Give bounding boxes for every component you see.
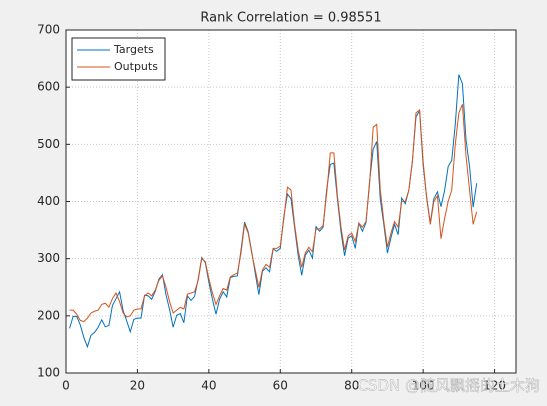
line-series <box>69 104 478 323</box>
x-tick-label: 40 <box>201 379 216 393</box>
x-tick-label: 80 <box>344 379 359 393</box>
y-tick-label: 400 <box>37 194 60 208</box>
chart-title: Rank Correlation = 0.98551 <box>200 11 381 26</box>
x-tick-label: 20 <box>130 379 145 393</box>
x-tick-label: 60 <box>273 379 288 393</box>
y-tick-label: 500 <box>37 137 60 151</box>
x-tick-label: 100 <box>412 379 435 393</box>
y-tick-label: 100 <box>37 366 60 380</box>
x-tick-label: 120 <box>483 379 506 393</box>
axes-box <box>65 29 517 374</box>
y-tick-label: 600 <box>37 80 60 94</box>
y-tick-label: 300 <box>37 251 60 265</box>
legend-box <box>71 37 166 81</box>
y-tick-label: 200 <box>37 308 60 322</box>
watermark: CSDN @随风飘摇的土木狗 <box>357 377 540 395</box>
x-tick-label: 0 <box>62 379 70 393</box>
legend-label: Outputs <box>114 60 158 73</box>
legend-label: Targets <box>113 43 154 56</box>
y-tick-label: 700 <box>37 23 60 37</box>
